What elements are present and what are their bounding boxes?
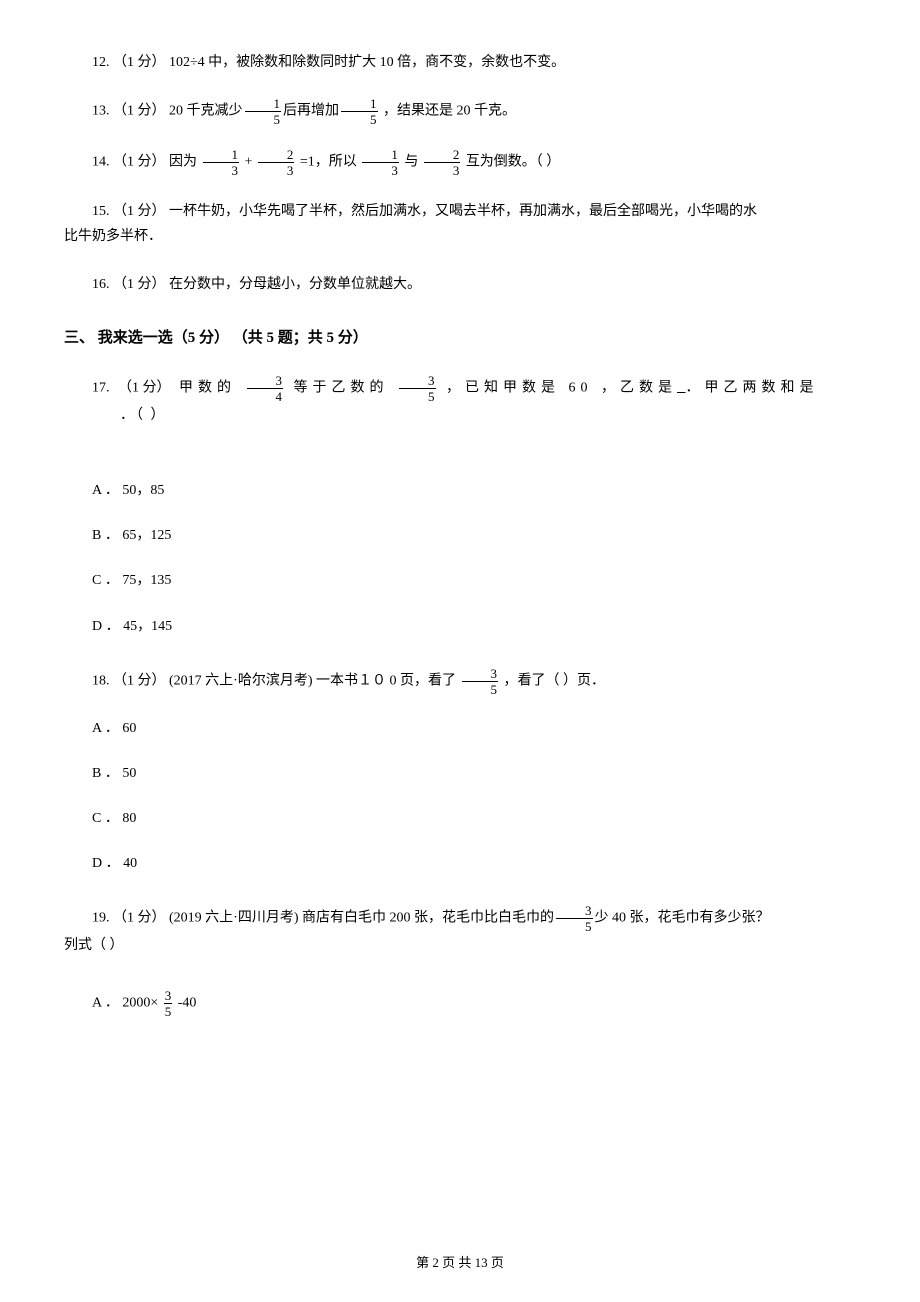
q18-option-b: B ． 50 [92, 761, 856, 786]
q12-number: 12. [92, 55, 110, 70]
q14-frac1: 13 [203, 148, 240, 177]
question-14: 14. （1 分） 因为 13 + 23 =1，所以 13 与 23 互为倒数。… [64, 148, 856, 177]
q13-t2: 后再增加 [283, 104, 339, 119]
q17-option-d: D ． 45，145 [92, 614, 856, 639]
q15-t1: 一杯牛奶，小华先喝了半杯，然后加满水，又喝去半杯，再加满水，最后全部喝光，小华喝… [169, 204, 757, 219]
q19-option-a: A ． 2000× 35 -40 [92, 989, 856, 1018]
q17-t5: ．（ ） [120, 408, 167, 423]
q17-number: 17. [92, 380, 110, 395]
q17-option-c: C ． 75，135 [92, 568, 856, 593]
q16-points: （1 分） [113, 277, 166, 292]
q18-points: （1 分） [113, 673, 166, 688]
q19-a-pre: A ． 2000× [92, 995, 162, 1010]
question-16: 16. （1 分） 在分数中，分母越小，分数单位就越大。 [64, 272, 856, 297]
q18-t1: 一本书１０ 0 页，看了 [316, 673, 460, 688]
q17-t2: 等于乙数的 [285, 380, 397, 395]
q18-t2: ，看了（ ）页． [500, 673, 605, 688]
q19-src: (2019 六上·四川月考) [169, 911, 302, 926]
q14-t1: 因为 [169, 155, 201, 170]
q19-t2: 少 40 张，花毛巾有多少张？ [595, 911, 770, 926]
q17-frac1: 34 [247, 374, 284, 403]
q18-src: (2017 六上·哈尔滨月考) [169, 673, 316, 688]
question-17: 17. （1 分） 甲数的 34 等于乙数的 35 ，已知甲数是 60 ，乙数是… [64, 374, 856, 639]
q17-frac2: 35 [399, 374, 436, 403]
question-15: 15. （1 分） 一杯牛奶，小华先喝了半杯，然后加满水，又喝去半杯，再加满水，… [64, 199, 856, 249]
q18-option-c: C ． 80 [92, 806, 856, 831]
q13-t1: 20 千克减少 [169, 104, 243, 119]
q19-frac1: 35 [556, 904, 593, 933]
q18-option-d: D ． 40 [92, 851, 856, 876]
q19-a-frac: 35 [164, 989, 173, 1018]
question-12: 12. （1 分） 102÷4 中，被除数和除数同时扩大 10 倍，商不变，余数… [64, 50, 856, 75]
q15-number: 15. [92, 204, 110, 219]
question-18: 18. （1 分） (2017 六上·哈尔滨月考) 一本书１０ 0 页，看了 3… [64, 667, 856, 877]
q14-number: 14. [92, 155, 110, 170]
q18-frac1: 35 [462, 667, 499, 696]
q19-number: 19. [92, 911, 110, 926]
q16-number: 16. [92, 277, 110, 292]
q17-blank1 [677, 380, 686, 395]
q19-points: （1 分） [113, 911, 166, 926]
q15-t2: 比牛奶多半杯． [64, 224, 856, 249]
q13-frac2: 15 [341, 97, 378, 126]
page-container: 12. （1 分） 102÷4 中，被除数和除数同时扩大 10 倍，商不变，余数… [0, 0, 920, 1302]
q18-option-a: A ． 60 [92, 716, 856, 741]
q17-option-a: A ． 50，85 [92, 478, 856, 503]
q13-t3: ，结果还是 20 千克。 [380, 104, 517, 119]
q19-t1: 商店有白毛巾 200 张，花毛巾比白毛巾的 [302, 911, 554, 926]
q14-frac3: 13 [362, 148, 399, 177]
q15-points: （1 分） [113, 204, 166, 219]
q13-frac1: 15 [245, 97, 282, 126]
question-13: 13. （1 分） 20 千克减少15后再增加15 ，结果还是 20 千克。 [64, 97, 856, 126]
q18-number: 18. [92, 673, 110, 688]
q12-points: （1 分） [113, 55, 166, 70]
q17-option-b: B ． 65，125 [92, 523, 856, 548]
q17-t4: ．甲乙两数和是 [686, 380, 819, 395]
q14-t4: 与 [401, 155, 422, 170]
q13-points: （1 分） [113, 104, 166, 119]
question-19: 19. （1 分） (2019 六上·四川月考) 商店有白毛巾 200 张，花毛… [64, 904, 856, 1017]
q14-t3: =1，所以 [296, 155, 360, 170]
q17-t3: ，已知甲数是 60 ，乙数是 [438, 380, 678, 395]
q16-text: 在分数中，分母越小，分数单位就越大。 [169, 277, 421, 292]
q14-points: （1 分） [113, 155, 166, 170]
page-footer: 第 2 页 共 13 页 [0, 1251, 920, 1274]
q14-t2: + [241, 155, 256, 170]
q17-points: （1 分） [118, 380, 171, 395]
q14-t5: 互为倒数。（ ） [462, 155, 560, 170]
q14-frac2: 23 [258, 148, 295, 177]
q13-number: 13. [92, 104, 110, 119]
q19-a-post: -40 [174, 995, 196, 1010]
q14-frac4: 23 [424, 148, 461, 177]
section-3-header: 三、 我来选一选（5 分） （共 5 题；共 5 分） [64, 325, 856, 352]
q12-text: 102÷4 中，被除数和除数同时扩大 10 倍，商不变，余数也不变。 [169, 55, 565, 70]
q17-t1: 甲数的 [179, 380, 245, 395]
q19-t3: 列式（ ） [64, 933, 856, 958]
